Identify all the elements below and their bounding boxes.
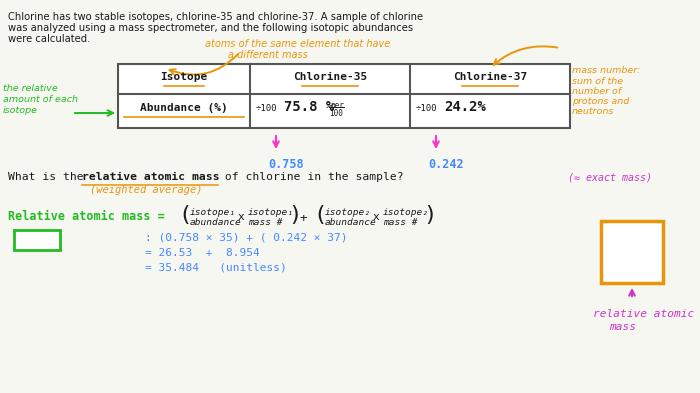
Text: number of: number of — [572, 87, 622, 96]
Text: relative atomic mass: relative atomic mass — [82, 172, 220, 182]
Text: Relative atomic mass =: Relative atomic mass = — [8, 210, 172, 223]
Text: isotope₂: isotope₂ — [383, 208, 429, 217]
Text: 35.5: 35.5 — [21, 232, 53, 245]
Text: isotope₁: isotope₁ — [190, 208, 236, 217]
Text: (≈ exact mass): (≈ exact mass) — [568, 172, 652, 182]
Text: amount of each: amount of each — [3, 95, 78, 104]
Text: were calculated.: were calculated. — [8, 34, 90, 44]
Text: mass number:: mass number: — [572, 66, 640, 75]
Text: (weighted average): (weighted average) — [90, 185, 202, 195]
Bar — [14, 230, 60, 250]
Text: Isotope: Isotope — [160, 72, 208, 82]
Text: 75.8 %: 75.8 % — [284, 100, 335, 114]
Text: 10.81: 10.81 — [617, 271, 647, 281]
Text: (: ( — [178, 205, 191, 225]
Text: B: B — [623, 243, 641, 272]
Text: Chlorine-35: Chlorine-35 — [293, 72, 367, 82]
Text: = 26.53  +  8.954: = 26.53 + 8.954 — [145, 248, 260, 258]
Text: Chlorine has two stable isotopes, chlorine-35 and chlorine-37. A sample of chlor: Chlorine has two stable isotopes, chlori… — [8, 12, 423, 22]
Text: abundance: abundance — [325, 218, 377, 227]
Text: 0.242: 0.242 — [428, 158, 463, 171]
Text: ÷100: ÷100 — [256, 104, 277, 113]
Text: isotope₂: isotope₂ — [325, 208, 371, 217]
Text: was analyzed using a mass spectrometer, and the following isotopic abundances: was analyzed using a mass spectrometer, … — [8, 23, 413, 33]
Bar — [118, 64, 570, 128]
Text: sum of the: sum of the — [572, 77, 623, 86]
Text: 24.2%: 24.2% — [444, 100, 486, 114]
Text: atoms of the same element that have: atoms of the same element that have — [205, 39, 391, 49]
Text: +: + — [300, 212, 307, 225]
Text: relative atomic: relative atomic — [593, 309, 694, 319]
Text: isotope: isotope — [3, 106, 38, 115]
Text: isotope₁: isotope₁ — [248, 208, 294, 217]
Text: mass: mass — [609, 322, 636, 332]
Text: ): ) — [423, 205, 436, 225]
Text: abundance: abundance — [190, 218, 242, 227]
Text: What is the: What is the — [8, 172, 90, 182]
Text: mass #: mass # — [248, 218, 283, 227]
Text: ÷100: ÷100 — [416, 104, 438, 113]
Text: Chlorine-37: Chlorine-37 — [453, 72, 527, 82]
Text: 5: 5 — [606, 226, 612, 236]
Bar — [601, 221, 663, 283]
Text: 0.758: 0.758 — [268, 158, 304, 171]
Text: 100: 100 — [329, 109, 343, 118]
Text: = 35.484   (unitless): = 35.484 (unitless) — [145, 262, 287, 272]
Text: per: per — [330, 101, 344, 110]
Text: the relative: the relative — [3, 84, 57, 93]
Text: x: x — [373, 212, 379, 222]
Text: of chlorine in the sample?: of chlorine in the sample? — [218, 172, 404, 182]
Text: (: ( — [313, 205, 326, 225]
Text: Abundance (%): Abundance (%) — [140, 103, 228, 113]
Text: neutrons: neutrons — [572, 107, 615, 116]
Text: a different mass: a different mass — [228, 50, 308, 60]
Text: protons and: protons and — [572, 97, 629, 106]
Text: x: x — [238, 212, 245, 222]
Text: : (0.758 × 35) + ( 0.242 × 37): : (0.758 × 35) + ( 0.242 × 37) — [145, 233, 347, 243]
Text: mass #: mass # — [383, 218, 417, 227]
Text: ): ) — [288, 205, 302, 225]
